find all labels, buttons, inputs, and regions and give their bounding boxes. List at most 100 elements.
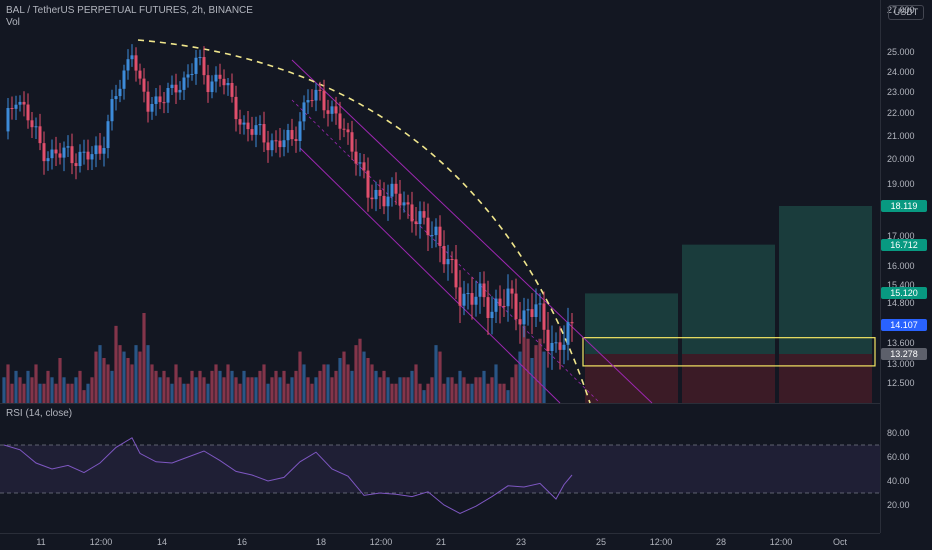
volume-bar <box>54 383 58 403</box>
volume-bar <box>370 364 374 403</box>
volume-bar <box>446 377 450 403</box>
candle-body <box>350 132 354 152</box>
candle-body <box>558 342 562 350</box>
time-tick-label: 25 <box>596 537 606 547</box>
volume-bar <box>406 377 410 403</box>
price-tick-label: 27.000 <box>887 5 915 15</box>
candle-body <box>562 344 566 350</box>
candle-body <box>270 140 274 151</box>
volume-bar <box>62 377 66 403</box>
volume-bar <box>282 370 286 403</box>
candle-body <box>454 259 458 288</box>
candle-body <box>494 298 498 312</box>
price-tick-label: 25.000 <box>887 47 915 57</box>
candle-body <box>422 211 426 218</box>
candle-body <box>374 189 378 200</box>
candle-body <box>154 96 158 104</box>
volume-bar <box>182 383 186 403</box>
volume-bar <box>30 377 34 403</box>
volume-bar <box>74 377 78 403</box>
candle-body <box>54 149 58 154</box>
candle-body <box>126 59 130 71</box>
candle-body <box>38 126 42 144</box>
volume-bar <box>442 383 446 403</box>
volume-bar <box>366 358 370 403</box>
volume-bar <box>362 351 366 403</box>
candle-body <box>554 342 558 344</box>
candle-body <box>138 70 142 79</box>
candle-body <box>58 153 62 158</box>
candle-body <box>78 151 82 167</box>
price-badge-tp1: 15.120 <box>881 287 927 300</box>
currency-button[interactable]: USDT <box>888 5 924 20</box>
volume-bar <box>538 338 542 403</box>
time-tick-label: 28 <box>716 537 726 547</box>
candle-body <box>546 329 550 351</box>
candle-body <box>162 102 166 104</box>
volume-bar <box>138 351 142 403</box>
rsi-axis: 80.00 60.00 40.00 20.00 <box>887 428 910 510</box>
candle-body <box>414 221 418 225</box>
volume-bar <box>514 364 518 403</box>
time-tick-label: 16 <box>237 537 247 547</box>
volume-bar <box>422 390 426 403</box>
rsi-tick-label: 40.00 <box>887 476 910 486</box>
candle-body <box>394 183 398 194</box>
price-tick-label: 19.000 <box>887 179 915 189</box>
candle-body <box>22 101 26 105</box>
volume-bar <box>206 383 210 403</box>
time-tick-label: 14 <box>157 537 167 547</box>
price-tick-label: 14.800 <box>887 298 915 308</box>
price-badge-last-price: 14.107 <box>881 319 927 331</box>
time-tick-label: 12:00 <box>90 537 113 547</box>
time-tick-label: Oct <box>833 537 848 547</box>
volume-bar <box>314 377 318 403</box>
volume-bar <box>174 364 178 403</box>
volume-bar <box>38 383 42 403</box>
candle-body <box>50 149 54 159</box>
candle-body <box>326 110 330 114</box>
volume-bar <box>398 377 402 403</box>
volume-bar <box>522 325 526 403</box>
volume-bar <box>70 383 74 403</box>
candle-body <box>250 129 254 135</box>
candle-body <box>74 163 78 167</box>
volume-bar <box>502 383 506 403</box>
volume-bar <box>346 364 350 403</box>
candle-body <box>314 89 318 101</box>
volume-bar <box>246 377 250 403</box>
time-axis[interactable]: 11 12:00 14 16 18 12:00 21 23 25 12:00 28 12:00 Oct <box>36 537 847 547</box>
price-tick-label: 17.000 <box>887 231 915 241</box>
volume-bar <box>10 383 14 403</box>
volume-bar <box>506 390 510 403</box>
volume-bar <box>198 370 202 403</box>
candle-body <box>474 296 478 305</box>
price-tick-label: 15.400 <box>887 280 915 290</box>
price-axis[interactable]: 27.000 25.000 24.000 23.000 22.000 21.000 20.0… <box>887 5 915 388</box>
candle-body <box>370 197 374 200</box>
volume-bar <box>382 370 386 403</box>
candle-body <box>170 84 174 89</box>
volume-bar <box>158 377 162 403</box>
volume-bar <box>470 383 474 403</box>
candle-body <box>462 293 466 306</box>
volume-bar <box>46 370 50 403</box>
volume-bar <box>518 351 522 403</box>
candle-body <box>106 121 110 149</box>
candle-body <box>190 73 194 75</box>
price-tick-label: 22.000 <box>887 108 915 118</box>
price-tick-label: 21.000 <box>887 131 915 141</box>
candle-body <box>366 170 370 198</box>
volume-bar <box>534 345 538 403</box>
candle-body <box>294 139 298 142</box>
candle-body <box>338 113 342 129</box>
candle-body <box>538 303 542 305</box>
candle-body <box>70 146 74 164</box>
volume-bar <box>14 370 18 403</box>
candle-body <box>290 130 294 140</box>
volume-bar <box>90 377 94 403</box>
volume-bar <box>402 377 406 403</box>
volume-bar <box>258 370 262 403</box>
